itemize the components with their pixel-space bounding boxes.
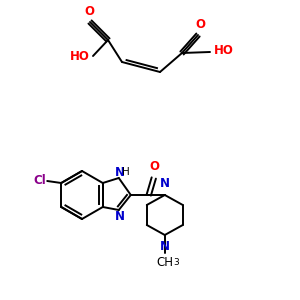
Text: N: N [160, 177, 170, 190]
Text: N: N [115, 166, 125, 178]
Text: O: O [150, 160, 160, 173]
Text: HO: HO [214, 44, 234, 56]
Text: N: N [115, 209, 125, 223]
Text: Cl: Cl [34, 173, 46, 187]
Text: O: O [84, 5, 94, 18]
Text: CH: CH [156, 256, 173, 269]
Text: H: H [122, 167, 130, 177]
Text: O: O [195, 18, 205, 31]
Text: N: N [160, 240, 170, 253]
Text: HO: HO [70, 50, 90, 64]
Text: 3: 3 [173, 258, 178, 267]
